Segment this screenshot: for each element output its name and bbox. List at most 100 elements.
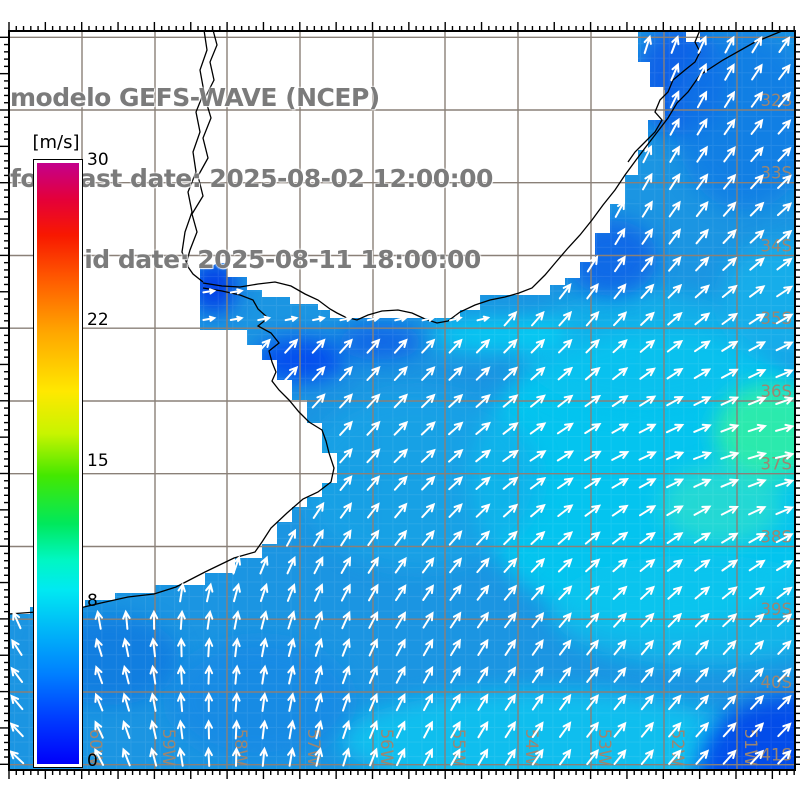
wind-arrow: [286, 528, 297, 547]
wind-arrow: [642, 172, 653, 191]
wind-arrow: [613, 749, 627, 765]
wind-arrow: [586, 666, 599, 683]
wind-arrow: [311, 365, 326, 382]
valid-date: valid date: 2025-08-11 18:00:00: [44, 245, 481, 274]
wind-arrow: [259, 664, 269, 685]
wind-arrow: [612, 531, 629, 545]
wind-arrow: [421, 529, 435, 546]
wind-arrow: [205, 582, 214, 603]
wind-arrow: [477, 666, 489, 684]
wind-arrow: [775, 341, 794, 352]
wind-arrow: [666, 532, 684, 544]
wind-arrow: [586, 283, 599, 300]
wind-arrow: [94, 747, 105, 766]
wind-arrow: [640, 694, 654, 711]
wind-arrow: [668, 749, 682, 765]
wind-arrow: [777, 119, 792, 135]
wind-arrow: [586, 694, 599, 711]
wind-arrow: [639, 558, 656, 572]
wind-arrow: [259, 719, 269, 740]
wind-arrow: [641, 255, 654, 272]
wind-arrow: [94, 720, 104, 739]
wind-arrow: [421, 315, 436, 322]
wind-arrow: [394, 502, 408, 519]
wind-arrow: [232, 719, 241, 740]
wind-arrow: [395, 665, 406, 684]
wind-arrow: [394, 529, 408, 546]
wind-arrow: [638, 451, 657, 461]
wind-arrow: [722, 201, 737, 217]
wind-arrow: [666, 367, 684, 380]
wind-arrow: [613, 311, 628, 327]
wind-arrow: [475, 366, 491, 381]
lat-label-35S: 35S: [761, 309, 792, 328]
wind-arrow: [670, 35, 680, 54]
wind-arrow: [723, 173, 737, 190]
wind-arrow: [314, 610, 324, 630]
wind-arrow: [504, 720, 516, 739]
wind-arrow: [613, 694, 627, 711]
coastline: [8, 287, 335, 615]
wind-arrow: [393, 448, 409, 464]
wind-arrow: [504, 693, 516, 711]
wind-arrow: [750, 91, 764, 108]
wind-arrow: [342, 747, 351, 767]
wind-arrow: [450, 666, 461, 684]
colorbar-unit-label: [m/s]: [32, 132, 80, 153]
wind-arrow: [448, 448, 464, 463]
wind-arrow: [311, 393, 326, 409]
wind-arrow: [531, 666, 544, 684]
wind-arrow: [614, 199, 625, 218]
wind-arrow: [502, 422, 519, 435]
wind-arrow: [475, 476, 491, 490]
wind-arrow: [448, 503, 463, 518]
wind-arrow: [531, 310, 545, 327]
wind-arrow: [149, 719, 158, 740]
wind-arrow: [694, 340, 711, 353]
wind-arrow: [556, 450, 575, 462]
wind-arrow: [723, 118, 736, 136]
wind-arrow: [775, 533, 794, 544]
wind-arrow: [339, 447, 353, 464]
wind-arrow: [530, 557, 546, 573]
wind-arrow: [287, 692, 296, 712]
wind-arrow: [750, 722, 765, 738]
wind-arrow: [341, 610, 351, 630]
wind-arrow: [640, 666, 654, 683]
wind-arrow: [177, 664, 186, 685]
wind-arrow: [693, 423, 712, 433]
wind-arrow: [368, 692, 378, 712]
wind-arrow: [421, 557, 435, 574]
wind-arrow: [530, 394, 546, 408]
lon-label-60W: 60W: [86, 729, 105, 766]
wind-arrow: [750, 174, 764, 190]
wind-arrow: [559, 666, 572, 684]
wind-arrow: [259, 746, 268, 767]
wind-arrow: [342, 719, 351, 740]
wind-arrow: [639, 339, 656, 353]
wind-arrow: [503, 557, 518, 573]
wind-arrow: [229, 288, 244, 295]
wind-arrow: [202, 288, 217, 295]
wind-arrow: [695, 256, 710, 272]
wind-arrow: [177, 609, 186, 630]
wind-arrow: [558, 338, 573, 354]
wind-arrow: [232, 746, 241, 767]
wind-arrow: [339, 338, 353, 354]
wind-arrow: [696, 118, 708, 136]
wind-arrow: [668, 256, 682, 272]
wind-arrow: [558, 612, 572, 628]
lon-label-52W: 52W: [668, 729, 687, 766]
wind-arrow: [750, 667, 765, 683]
lat-label-36S: 36S: [761, 382, 792, 401]
wind-arrow: [368, 583, 379, 602]
wind-arrow: [259, 637, 269, 658]
wind-arrow: [12, 610, 22, 630]
wind-arrow: [313, 583, 324, 602]
wind-arrow: [640, 639, 654, 656]
wind-arrow: [396, 747, 406, 767]
wind-arrow: [395, 720, 406, 739]
forecast-date: forecast date: 2025-08-02 12:00:00: [10, 164, 493, 193]
wind-arrow: [667, 585, 683, 600]
